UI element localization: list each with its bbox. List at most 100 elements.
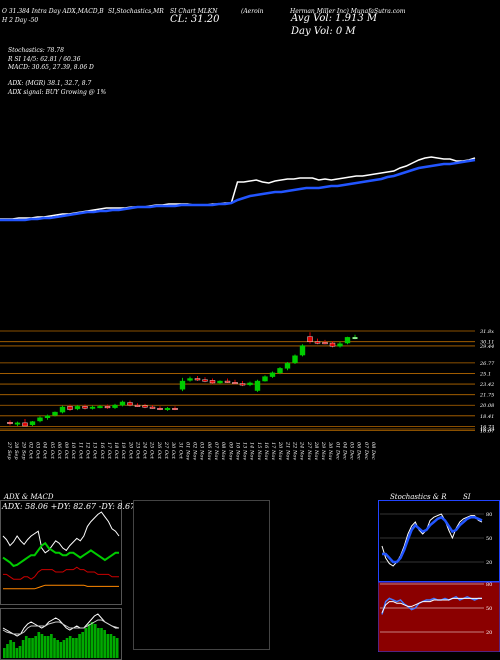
stochastics-panel: 80 50 20 <box>378 500 500 582</box>
price-tick-label: 20.08 <box>479 403 494 409</box>
intraday-frame <box>133 500 270 650</box>
date-label: 28 Nov <box>313 441 319 460</box>
rsi-series-1 <box>381 597 482 614</box>
candle-body <box>239 383 246 386</box>
price-tick-label: 18.41 <box>480 414 494 420</box>
macd-bar <box>34 636 38 658</box>
macd-bar <box>6 644 9 658</box>
macd-bar <box>115 638 119 658</box>
macd-bar <box>78 634 81 658</box>
date-label: 26 Oct <box>156 441 162 460</box>
avg-vol: Avg Vol: 1.913 M <box>291 13 378 24</box>
candle-body <box>7 422 13 424</box>
date-label: 02 Oct <box>27 442 33 460</box>
date-label: 02 Nov <box>192 442 198 460</box>
candle-body <box>329 342 336 347</box>
candle-body <box>194 378 201 381</box>
date-label: 18 Oct <box>113 442 119 460</box>
date-label: 16 Nov <box>263 442 269 460</box>
candle-body <box>67 406 73 410</box>
header-line1d: (Aeroin <box>241 8 264 15</box>
header-line1c: SI Chart MLKN <box>170 8 218 15</box>
candle-body <box>52 411 58 416</box>
macd-bar <box>24 636 28 658</box>
rsi-tick: 50 <box>486 606 492 612</box>
macd-bar <box>109 634 113 658</box>
macd-bar <box>68 636 72 658</box>
candle-body <box>134 404 141 407</box>
date-label: 08 Dec <box>370 442 376 460</box>
date-label: 10 Oct <box>70 442 76 460</box>
candle-body <box>254 380 261 391</box>
candle-body <box>262 376 268 382</box>
price-tick-label: 29.44 <box>479 344 494 350</box>
candle-body <box>202 379 208 382</box>
macd-bar <box>50 634 53 658</box>
close-label: CL: 31.20 <box>170 14 220 25</box>
macd-bar <box>40 634 44 658</box>
candle-body <box>284 363 291 369</box>
price-tick-label: 16.73 <box>480 424 494 430</box>
candle-body <box>104 406 111 409</box>
stoch-series-1 <box>382 515 483 564</box>
date-label: 05 Dec <box>349 442 355 460</box>
candle-body <box>44 415 51 418</box>
price-tick-label: 26.77 <box>479 361 495 367</box>
price-tick-label: 16.07 <box>480 429 495 435</box>
adx-series-1 <box>2 541 119 568</box>
date-label: 25 Oct <box>149 441 155 460</box>
macd-readout: MACD: 30.65, 27.39, 8.06 D <box>8 64 94 71</box>
date-label: 30 Oct <box>170 442 176 460</box>
macd-bar <box>106 634 110 658</box>
header-line2: H 2 Day -50 <box>2 17 39 24</box>
rsi-readout: R SI 14/5: 62.81 / 60.36 <box>8 56 81 63</box>
adx-readout: ADX: (MGR) 38.1, 32.7, 8.7 <box>8 80 92 87</box>
date-label: 13 Nov <box>242 442 248 460</box>
price-tick-label: 31.8x <box>480 329 494 335</box>
rsi-tick: 80 <box>486 582 492 588</box>
candle-body <box>164 408 171 410</box>
date-label: 13 Oct <box>92 442 98 460</box>
date-label: 12 Oct <box>85 442 91 460</box>
macd-bar <box>28 638 31 658</box>
date-label: 06 Nov <box>206 442 212 460</box>
macd-line-grey <box>2 619 120 635</box>
adx-panel-frame <box>0 500 122 605</box>
candle-body <box>149 406 156 409</box>
macd-bar <box>9 640 12 658</box>
date-label: 15 Nov <box>256 442 262 460</box>
price-tick-label: 16.33 <box>480 427 494 433</box>
candle-body <box>179 380 186 390</box>
adx-macd-title: ADX & MACD <box>4 493 54 501</box>
macd-bar <box>97 628 100 658</box>
date-label: 11 Oct <box>77 442 83 460</box>
candle-body <box>322 342 328 345</box>
macd-bar <box>75 638 78 658</box>
company-name: Herman Miller Inc) MunafaSutra.com <box>290 8 406 15</box>
candle-body <box>337 343 343 347</box>
candle-body <box>22 422 28 427</box>
stoch-frame <box>378 500 500 582</box>
candle-body <box>247 382 253 386</box>
macd-bar <box>112 636 116 658</box>
candle-body <box>187 378 193 381</box>
adx-signal: ADX signal: BUY Growing @ 1% <box>8 89 107 96</box>
date-label: 20 Oct <box>127 441 133 460</box>
price-tick-label: 23.42 <box>479 382 494 388</box>
candle-body <box>82 406 88 409</box>
candle-body <box>172 408 178 410</box>
date-label: 10 Nov <box>234 442 240 460</box>
day-vol: Day Vol: 0 M <box>291 26 356 37</box>
macd-bar <box>53 638 56 658</box>
date-label: 01 Nov <box>184 442 190 460</box>
date-label: 27 Oct <box>163 441 169 460</box>
date-label: 29 Nov <box>320 441 326 460</box>
macd-bar <box>81 632 85 658</box>
candle-body <box>232 382 238 385</box>
stoch-panel-title: Stochastics & R <box>390 493 447 501</box>
candle-body <box>157 408 163 410</box>
candle-body <box>277 368 283 374</box>
candle-body <box>97 406 103 409</box>
macd-bar <box>103 630 106 658</box>
